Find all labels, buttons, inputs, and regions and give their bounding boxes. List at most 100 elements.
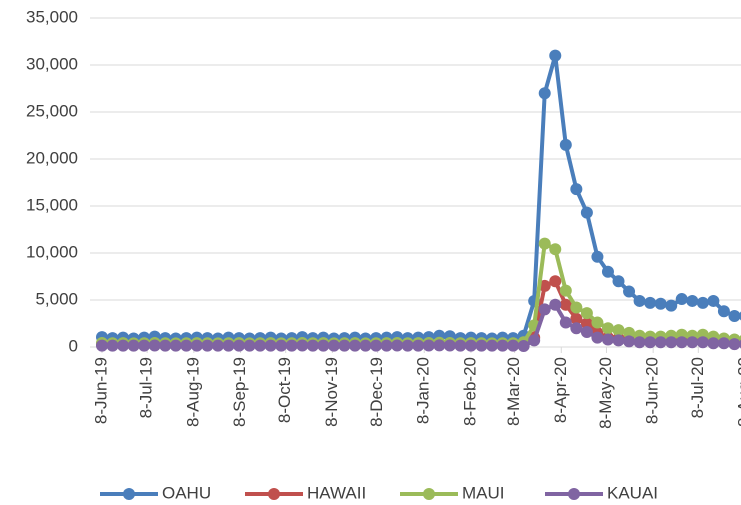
x-tick-label: 8-Nov-19: [322, 357, 341, 427]
data-point: [623, 285, 636, 298]
data-point: [538, 87, 551, 100]
data-point: [475, 339, 488, 352]
data-point: [507, 339, 520, 352]
data-point: [222, 339, 235, 352]
y-tick-label: 25,000: [26, 101, 78, 120]
data-point: [391, 339, 404, 352]
x-tick-label: 8-Mar-20: [504, 357, 523, 426]
data-point: [601, 322, 614, 335]
data-point: [233, 339, 246, 352]
x-tick-label: 8-Feb-20: [460, 357, 479, 426]
x-tick-label: 8-Oct-19: [275, 357, 294, 423]
data-point: [422, 339, 435, 352]
y-tick-label: 35,000: [26, 7, 78, 26]
data-point: [528, 334, 541, 347]
data-point: [549, 49, 562, 62]
data-point: [211, 339, 224, 352]
data-point: [644, 296, 657, 309]
data-point: [580, 307, 593, 320]
series-line: [101, 53, 741, 341]
data-point: [570, 301, 583, 314]
data-point: [728, 338, 741, 351]
data-point: [728, 309, 741, 322]
data-point: [559, 138, 572, 151]
y-tick-label: 10,000: [26, 242, 78, 261]
data-point: [644, 336, 657, 349]
data-point: [538, 279, 551, 292]
data-point: [591, 331, 604, 344]
data-point: [591, 316, 604, 329]
data-point: [264, 339, 277, 352]
data-point: [190, 339, 203, 352]
y-tick-label: 30,000: [26, 54, 78, 73]
data-point: [538, 237, 551, 250]
x-tick-label: 8-Aug-19: [183, 357, 202, 427]
data-point: [464, 339, 477, 352]
legend-marker: [268, 488, 280, 500]
data-point: [127, 339, 140, 352]
legend-label: OAHU: [162, 483, 211, 502]
y-tick-label: 0: [69, 336, 78, 355]
data-point: [254, 339, 267, 352]
data-point: [401, 339, 414, 352]
data-point: [117, 339, 130, 352]
data-point: [633, 336, 646, 349]
data-point: [696, 296, 709, 309]
data-point: [707, 294, 720, 307]
y-tick-label: 15,000: [26, 195, 78, 214]
data-point: [412, 339, 425, 352]
data-point: [496, 339, 509, 352]
x-tick-label: 8-Jul-20: [688, 357, 707, 418]
data-point: [675, 336, 688, 349]
data-point: [138, 339, 151, 352]
data-point: [201, 339, 214, 352]
data-point: [327, 339, 340, 352]
x-tick-label: 8-Jun-19: [91, 357, 110, 424]
data-point: [169, 339, 182, 352]
data-point: [159, 339, 172, 352]
data-point: [317, 339, 330, 352]
data-point: [686, 294, 699, 307]
legend-marker: [568, 488, 580, 500]
data-point: [665, 336, 678, 349]
x-tick-label: 8-Sep-19: [230, 357, 249, 427]
x-tick-label: 8-Aug-20: [734, 357, 741, 427]
data-point: [623, 335, 636, 348]
data-point: [612, 275, 625, 288]
data-point: [370, 339, 383, 352]
data-point: [623, 326, 636, 339]
x-tick-label: 8-Dec-19: [367, 357, 386, 427]
data-point: [359, 339, 372, 352]
legend-marker: [423, 488, 435, 500]
data-point: [517, 340, 530, 353]
data-point: [180, 339, 193, 352]
data-point: [486, 339, 499, 352]
data-point: [654, 297, 667, 310]
data-point: [275, 339, 288, 352]
data-point: [538, 303, 551, 316]
data-point: [559, 284, 572, 297]
data-point: [285, 339, 298, 352]
legend-label: KAUAI: [607, 483, 658, 502]
data-point: [433, 339, 446, 352]
data-point: [148, 339, 161, 352]
legend-label: HAWAII: [307, 483, 366, 502]
data-point: [654, 336, 667, 349]
data-point: [549, 243, 562, 256]
y-tick-label: 20,000: [26, 148, 78, 167]
x-tick-label: 8-Jan-20: [414, 357, 433, 424]
data-point: [338, 339, 351, 352]
data-point: [601, 265, 614, 278]
data-point: [454, 339, 467, 352]
x-tick-label: 8-Jun-20: [643, 357, 662, 424]
data-point: [559, 316, 572, 329]
data-point: [612, 334, 625, 347]
data-point: [96, 339, 108, 352]
data-point: [580, 325, 593, 338]
data-point: [106, 339, 119, 352]
data-point: [549, 275, 562, 288]
data-point: [580, 317, 593, 330]
legend-marker: [123, 488, 135, 500]
legend-label: MAUI: [462, 483, 505, 502]
